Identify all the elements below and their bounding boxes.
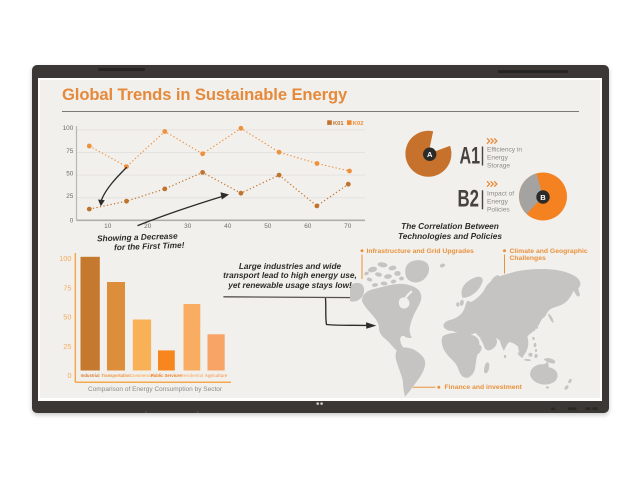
svg-text:Energy: Energy bbox=[487, 199, 509, 206]
svg-text:100: 100 bbox=[59, 254, 71, 263]
svg-text:K01: K01 bbox=[333, 121, 344, 127]
svg-text:40: 40 bbox=[224, 223, 232, 230]
svg-text:50: 50 bbox=[63, 313, 71, 322]
svg-text:B2: B2 bbox=[458, 186, 479, 213]
svg-text:10: 10 bbox=[104, 223, 112, 230]
svg-text:Industrial: Industrial bbox=[81, 373, 100, 378]
svg-text:25: 25 bbox=[63, 342, 71, 351]
svg-text:0: 0 bbox=[70, 218, 74, 225]
svg-text:B: B bbox=[540, 193, 546, 202]
svg-text:A: A bbox=[427, 150, 433, 159]
svg-text:Agriculture: Agriculture bbox=[205, 373, 228, 378]
svg-text:70: 70 bbox=[344, 223, 352, 230]
svg-text:30: 30 bbox=[184, 223, 192, 230]
svg-text:20: 20 bbox=[144, 223, 152, 230]
svg-text:50: 50 bbox=[264, 223, 272, 230]
svg-text:50: 50 bbox=[66, 170, 74, 177]
svg-text:60: 60 bbox=[304, 223, 312, 230]
svg-text:0: 0 bbox=[67, 371, 71, 380]
svg-text:Commercial: Commercial bbox=[130, 373, 154, 378]
svg-text:Efficiency in: Efficiency in bbox=[487, 147, 522, 154]
svg-text:Residential: Residential bbox=[181, 373, 203, 378]
svg-text:Energy: Energy bbox=[487, 155, 509, 162]
svg-text:25: 25 bbox=[66, 193, 74, 200]
svg-text:A1: A1 bbox=[460, 143, 481, 169]
svg-text:100: 100 bbox=[63, 125, 74, 132]
svg-text:75: 75 bbox=[63, 283, 71, 292]
svg-text:Storage: Storage bbox=[487, 163, 510, 170]
svg-text:Policies: Policies bbox=[487, 207, 510, 214]
svg-text:Impact of: Impact of bbox=[487, 191, 514, 198]
svg-text:Public Services: Public Services bbox=[151, 373, 183, 378]
svg-text:75: 75 bbox=[66, 148, 74, 155]
svg-text:K02: K02 bbox=[353, 121, 364, 127]
svg-text:Transportation: Transportation bbox=[101, 373, 131, 378]
